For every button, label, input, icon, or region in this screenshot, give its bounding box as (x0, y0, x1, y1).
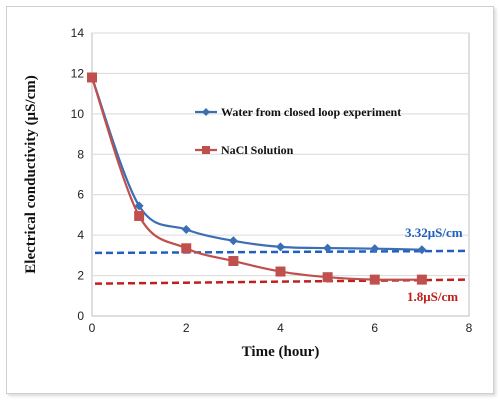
data-series (87, 72, 427, 285)
x-axis-ticks: 0 2 4 6 8 (89, 321, 473, 335)
x-tick-label: 2 (183, 321, 190, 335)
data-point (275, 266, 286, 277)
x-tick-label: 0 (89, 321, 96, 335)
series-line (90, 77, 422, 281)
reference-labels: 3.32μS/cm 1.8μS/cm (405, 225, 463, 304)
data-point (134, 201, 144, 211)
x-tick-label: 4 (277, 321, 284, 335)
y-tick-label: 12 (71, 66, 85, 80)
data-point (416, 274, 427, 285)
data-point (228, 256, 239, 267)
data-point (417, 245, 427, 255)
x-tick-label: 8 (466, 321, 473, 335)
data-point (181, 224, 191, 234)
legend-label: NaCl Solution (221, 143, 294, 157)
y-tick-label: 10 (71, 107, 85, 121)
reference-line (94, 249, 470, 255)
y-axis-ticks: 0 2 4 6 8 10 12 14 (71, 26, 85, 323)
data-point (134, 210, 145, 221)
series-line (90, 77, 422, 251)
y-tick-label: 2 (77, 269, 84, 283)
data-point (369, 274, 380, 285)
y-axis-title: Electrical conductivity (μS/cm) (23, 75, 39, 273)
conductivity-chart: 0 2 4 6 8 0 2 4 6 8 10 12 14 Water from closed loop… (23, 26, 473, 360)
data-point (276, 242, 285, 252)
legend-label: Water from closed loop experiment (221, 105, 401, 119)
y-tick-label: 0 (77, 309, 84, 323)
data-point (322, 272, 333, 283)
chart-frame: 0 2 4 6 8 0 2 4 6 8 10 12 14 Water from closed loop… (6, 6, 494, 394)
data-point (87, 72, 97, 83)
y-tick-label: 4 (77, 228, 84, 242)
data-point (370, 244, 380, 254)
legend-marker (202, 108, 210, 116)
x-tick-label: 6 (371, 321, 378, 335)
x-axis-title: Time (hour) (242, 344, 320, 360)
y-tick-label: 8 (77, 147, 84, 161)
legend: Water from closed loop experiment NaCl So… (195, 105, 401, 157)
reference-line-label: 1.8μS/cm (407, 289, 458, 304)
legend-marker (202, 146, 210, 154)
reference-line-label: 3.32μS/cm (405, 225, 463, 240)
y-tick-label: 6 (77, 188, 84, 202)
data-point (323, 243, 333, 253)
y-tick-label: 14 (71, 26, 85, 40)
data-point (181, 243, 192, 254)
data-point (228, 236, 238, 246)
